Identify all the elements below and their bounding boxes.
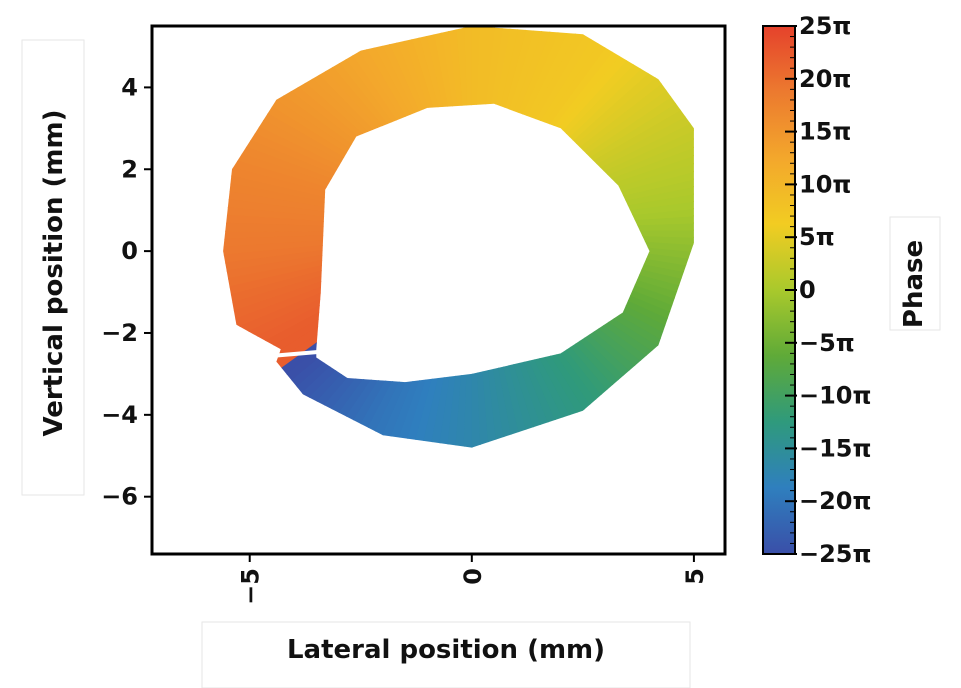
colorbar-tick-label: −15π bbox=[799, 434, 872, 462]
colorbar-tick-label: 0 bbox=[799, 276, 816, 304]
ring-fill bbox=[223, 26, 694, 448]
x-tick-label: −5 bbox=[237, 568, 265, 605]
ring-segment bbox=[471, 230, 694, 448]
y-tick-label: 4 bbox=[121, 73, 138, 101]
x-tick-label: 5 bbox=[681, 568, 709, 585]
colorbar-tick-label: 20π bbox=[799, 65, 851, 93]
y-tick-label: −4 bbox=[101, 401, 138, 429]
phase-wrap-seam bbox=[276, 349, 326, 358]
colorbar-label: Phase bbox=[899, 240, 929, 328]
cbar-label-box bbox=[889, 216, 941, 331]
y-tick-label: −6 bbox=[101, 483, 138, 511]
y-axis-ticks: 4 2 0 −2 −4 −6 bbox=[101, 73, 152, 511]
y-axis-label: Vertical position (mm) bbox=[39, 110, 69, 437]
colorbar-tick-label: 10π bbox=[799, 170, 851, 198]
colorbar-tick-label: −25π bbox=[799, 540, 872, 568]
colorbar-tick-label: 25π bbox=[799, 12, 851, 40]
y-tick-label: 0 bbox=[121, 237, 138, 265]
ring-segment bbox=[223, 230, 472, 448]
colorbar-tick-label: −20π bbox=[799, 487, 872, 515]
y-tick-label: −2 bbox=[101, 319, 138, 347]
ylabel-box bbox=[21, 39, 85, 496]
ring-segment bbox=[471, 230, 694, 448]
phase-ring bbox=[223, 26, 694, 448]
colorbar-tick-label: 15π bbox=[799, 118, 851, 146]
x-axis-label: Lateral position (mm) bbox=[287, 635, 605, 665]
x-tick-label: 0 bbox=[459, 568, 487, 585]
colorbar-ticks: 25π 20π 15π 10π 5π 0 −5π −10π −15π −20π −25π bbox=[785, 12, 872, 568]
colorbar-tick-label: −10π bbox=[799, 382, 872, 410]
x-axis-ticks: −5 0 5 bbox=[237, 554, 709, 605]
ring-segment bbox=[471, 230, 694, 448]
xlabel-box bbox=[201, 621, 691, 688]
plot-area bbox=[223, 26, 694, 448]
colorbar-tick-label: 5π bbox=[799, 223, 835, 251]
plot-frame bbox=[150, 24, 727, 556]
y-tick-label: 2 bbox=[121, 155, 138, 183]
colorbar-tick-label: −5π bbox=[799, 329, 855, 357]
